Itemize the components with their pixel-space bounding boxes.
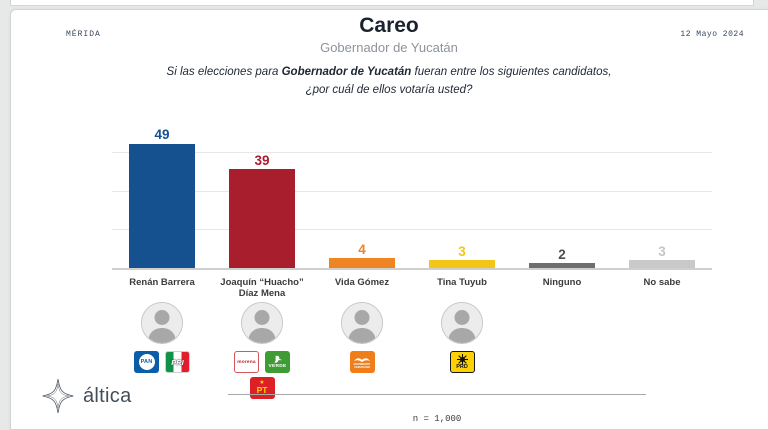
- party-logo-prd-icon: PRD: [449, 351, 475, 373]
- bars-row: 49 39 4 3 2 3: [112, 128, 712, 268]
- party-logos: morena VERDE ★ PT: [230, 349, 294, 401]
- candidate-name: Tina Tuyub: [437, 277, 487, 288]
- bar-value-label: 3: [658, 243, 666, 259]
- survey-question: Si las elecciones para Gobernador de Yuc…: [10, 64, 768, 100]
- bar-value-label: 49: [154, 127, 170, 142]
- candidate-column: Joaquín “Huacho” Díaz Mena morena VERDE ★ PT: [212, 277, 312, 401]
- party-logo-pan-icon: PAN: [134, 351, 159, 373]
- candidate-photo: [441, 302, 483, 344]
- candidate-column: Renán Barrera PAN PRI: [112, 277, 212, 401]
- bar-value-label: 4: [358, 241, 366, 257]
- question-bold: Gobernador de Yucatán: [281, 66, 412, 78]
- bar: [529, 263, 595, 268]
- bar-column: 3: [412, 128, 512, 268]
- party-logo-pri-icon: PRI: [165, 351, 190, 373]
- gridline: [112, 152, 712, 154]
- candidate-column: Vida Gómez MOVIMIENTO CIUDADANO: [312, 277, 412, 401]
- party-logo-morena-icon: morena: [234, 351, 259, 373]
- candidate-name: Renán Barrera: [129, 277, 195, 288]
- candidate-column: Ninguno: [512, 277, 612, 401]
- candidate-name: No sabe: [643, 277, 681, 288]
- gridline: [112, 190, 712, 192]
- previous-card-edge: [10, 0, 754, 6]
- party-logos: MOVIMIENTO CIUDADANO: [347, 349, 378, 375]
- candidate-name: Joaquín “Huacho” Díaz Mena: [220, 277, 304, 299]
- bar: [429, 260, 495, 268]
- bar: [229, 169, 295, 268]
- bar-column: 4: [312, 128, 412, 268]
- candidate-photo: [141, 302, 183, 344]
- altica-logo-text: áltica: [83, 384, 132, 407]
- candidate-name: Ninguno: [542, 277, 582, 288]
- party-logo-mc-icon: MOVIMIENTO CIUDADANO: [349, 351, 375, 373]
- page-title: Careo: [359, 14, 419, 37]
- footer-divider: [228, 394, 646, 395]
- candidate-column: Tina Tuyub PRD: [412, 277, 512, 401]
- location-label: MÉRIDA: [66, 30, 101, 39]
- candidate-photo: [341, 302, 383, 344]
- altica-star-icon: [42, 378, 74, 414]
- party-logo-pt-icon: ★ PT: [249, 377, 275, 399]
- candidate-column: No sabe: [612, 277, 712, 401]
- bar-column: 49: [112, 128, 212, 268]
- date-label: 12 Mayo 2024: [680, 30, 744, 39]
- bar-value-label: 2: [558, 246, 566, 262]
- bar: [129, 143, 195, 268]
- altica-brand: áltica: [42, 378, 132, 414]
- bar: [629, 260, 695, 268]
- question-suffix: fueran entre los siguientes candidatos, …: [305, 66, 612, 96]
- plot-area: 49 39 4 3 2 3: [112, 128, 712, 270]
- party-logo-verde-icon: VERDE: [265, 351, 290, 373]
- party-logos: PRD: [447, 349, 478, 375]
- gridline: [112, 228, 712, 230]
- bar: [329, 258, 395, 268]
- candidate-photo: [241, 302, 283, 344]
- party-logos: PAN PRI: [131, 349, 193, 375]
- bar-column: 3: [612, 128, 712, 268]
- page-subtitle: Gobernador de Yucatán: [320, 40, 458, 55]
- candidate-name: Vida Gómez: [334, 277, 390, 288]
- poll-bar-chart: 49 39 4 3 2 3 Renán Barrera PAN PRI Joaquín “Hu…: [112, 128, 712, 401]
- bar-value-label: 3: [458, 243, 466, 259]
- candidates-row: Renán Barrera PAN PRI Joaquín “Huacho” Díaz…: [112, 277, 712, 401]
- sample-size-label: n = 1,000: [412, 414, 462, 424]
- bar-value-label: 39: [254, 152, 270, 168]
- bar-column: 2: [512, 128, 612, 268]
- question-prefix: Si las elecciones para: [166, 66, 282, 78]
- bar-column: 39: [212, 128, 312, 268]
